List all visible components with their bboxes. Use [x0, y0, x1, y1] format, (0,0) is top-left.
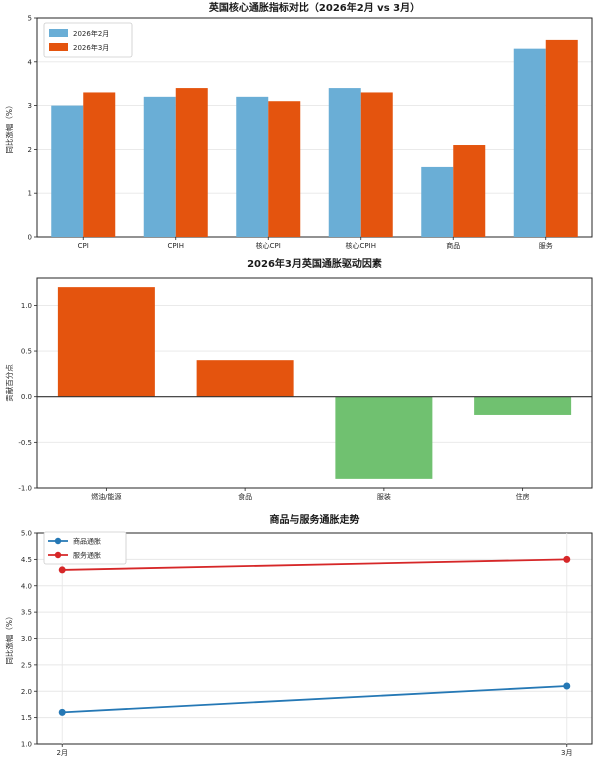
legend-swatch	[49, 43, 68, 51]
x-tick-label: 服务	[539, 241, 553, 250]
chart-title-drivers: 2026年3月英国通胀驱动因素	[247, 259, 382, 270]
line-服务通胀	[62, 558, 567, 571]
bar-核心CPI-2026年2月	[236, 96, 269, 237]
bar-商品-2026年3月	[453, 145, 486, 237]
x-tick-label: 燃油/能源	[91, 492, 121, 501]
chart-title-trend: 商品与服务通胀走势	[269, 515, 360, 526]
y-tick-label: 4.0	[21, 582, 32, 590]
chart-title-core-indicators: 英国核心通胀指标对比（2026年2月 vs 3月）	[208, 3, 421, 14]
marker-商品通胀	[563, 682, 571, 690]
bar-CPI-2026年2月	[51, 105, 84, 237]
x-tick-label: 3月	[561, 749, 572, 757]
y-axis-label: 同比涨幅（%）	[4, 612, 14, 664]
bar-服务-2026年2月	[513, 48, 546, 237]
x-tick-label: 食品	[238, 492, 252, 501]
y-tick-label: 5	[28, 15, 32, 23]
x-tick-label: 服装	[377, 492, 391, 501]
y-tick-label: 4	[28, 58, 33, 66]
plot-border	[36, 17, 593, 238]
y-tick-label: 2.5	[21, 661, 32, 669]
bar-核心CPIH-2026年3月	[360, 92, 393, 238]
legend-label: 2026年3月	[73, 43, 109, 52]
y-tick-label: 1.0	[21, 302, 32, 310]
bar-服装	[335, 396, 433, 479]
y-tick-label: -0.5	[18, 439, 32, 447]
bar-CPIH-2026年3月	[175, 88, 208, 237]
y-axis-label: 贡献百分点	[4, 364, 14, 402]
y-tick-label: 3.5	[21, 609, 32, 617]
marker-服务通胀	[58, 566, 66, 574]
bar-服务-2026年3月	[545, 39, 578, 238]
legend-label: 2026年2月	[73, 29, 109, 38]
y-tick-label: -1.0	[18, 485, 32, 493]
bar-CPIH-2026年2月	[143, 96, 176, 237]
grouped-bar-chart: 0 1 2 3 4 5 同比涨幅（%） CPI CPIH 核心CPI 核心CPIH 商品 服务 2026年…	[4, 15, 593, 250]
y-tick-label: 1.5	[21, 714, 32, 722]
x-tick-label: 核心CPIH	[346, 241, 376, 250]
y-tick-label: 0	[28, 234, 32, 242]
y-tick-label: 1	[28, 190, 32, 198]
bar-CPI-2026年3月	[83, 92, 116, 238]
marker-商品通胀	[58, 708, 66, 716]
legend-marker-swatch	[54, 537, 62, 545]
y-tick-label: 1.0	[21, 741, 32, 749]
x-tick-label: 核心CPI	[256, 241, 281, 250]
x-tick-label: 2月	[56, 749, 67, 757]
bar-燃油/能源	[57, 287, 155, 397]
y-tick-label: 4.5	[21, 556, 32, 564]
bar-食品	[196, 360, 294, 397]
x-tick-label: CPIH	[168, 242, 184, 250]
legend-label: 商品通胀	[73, 537, 101, 546]
y-tick-label: 3.0	[21, 635, 32, 643]
x-tick-label: 商品	[446, 241, 460, 250]
plot-border	[36, 277, 593, 489]
legend-box	[43, 531, 127, 565]
y-tick-label: 0.5	[21, 348, 32, 356]
y-tick-label: 0.0	[21, 393, 32, 401]
x-tick-label: CPI	[78, 242, 89, 250]
bar-商品-2026年2月	[421, 166, 454, 237]
bar-住房	[474, 396, 572, 415]
legend-marker-swatch	[54, 551, 62, 559]
marker-服务通胀	[563, 555, 571, 563]
y-tick-label: 3	[28, 102, 32, 110]
bar-核心CPI-2026年3月	[268, 101, 301, 237]
y-tick-label: 2.0	[21, 688, 32, 696]
x-tick-label: 住房	[516, 492, 530, 501]
plot-border	[36, 532, 593, 745]
y-tick-label: 2	[28, 146, 32, 154]
y-tick-label: 5.0	[21, 530, 32, 538]
bar-核心CPIH-2026年2月	[328, 88, 361, 237]
line-商品通胀	[62, 685, 567, 714]
y-axis-label: 同比涨幅（%）	[4, 101, 14, 153]
trend-line-chart: 1.0 1.5 2.0 2.5 3.0 3.5 4.0 4.5 5.0 同比涨幅（%） 2月 3月 商品…	[4, 530, 593, 757]
legend-swatch	[49, 29, 68, 37]
legend-label: 服务通胀	[73, 551, 101, 560]
